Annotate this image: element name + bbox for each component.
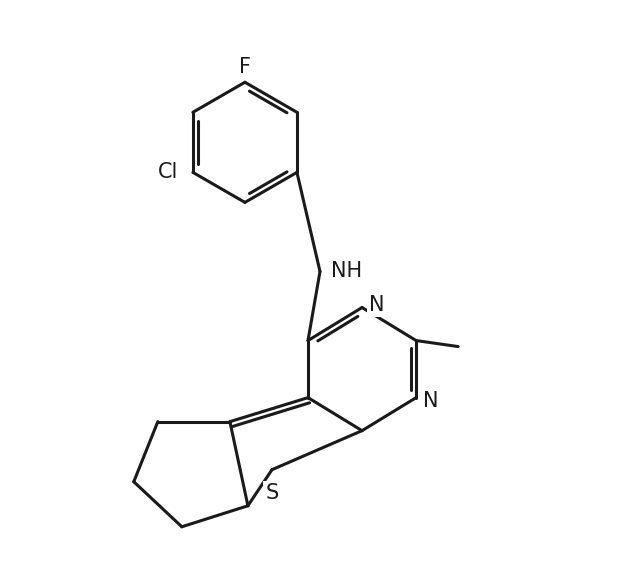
Text: N: N <box>369 295 385 314</box>
Text: Cl: Cl <box>157 162 178 182</box>
Text: S: S <box>266 483 278 503</box>
Text: F: F <box>239 57 251 77</box>
Text: NH: NH <box>331 262 362 281</box>
Text: N: N <box>423 391 439 411</box>
